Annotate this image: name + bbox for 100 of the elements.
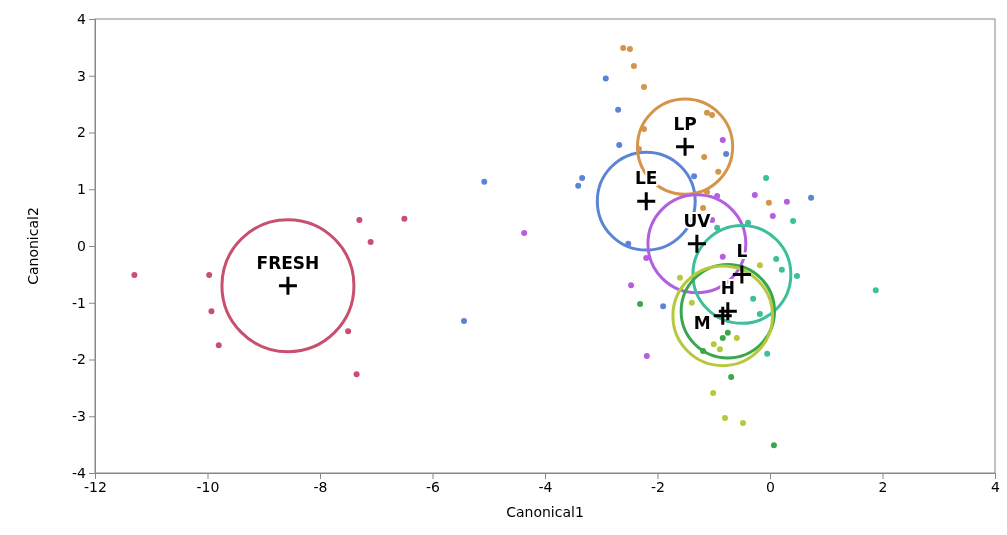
point xyxy=(700,347,707,354)
point xyxy=(756,311,763,318)
x-tick-label: -2 xyxy=(651,478,665,495)
point xyxy=(722,414,728,421)
point xyxy=(620,44,627,51)
point xyxy=(635,190,657,212)
point xyxy=(635,145,642,152)
point xyxy=(641,126,647,133)
y-tick-label: -2 xyxy=(72,351,86,368)
point xyxy=(616,141,623,148)
point xyxy=(401,215,408,222)
point xyxy=(481,178,488,185)
point xyxy=(719,334,726,341)
annotation: H xyxy=(720,278,735,299)
point xyxy=(660,303,667,310)
point xyxy=(714,224,721,231)
point xyxy=(643,353,650,360)
point xyxy=(677,274,683,281)
annotation: LP xyxy=(673,113,697,134)
y-tick-label: 1 xyxy=(77,181,86,198)
point xyxy=(356,216,363,223)
point xyxy=(630,63,637,70)
point xyxy=(701,153,708,160)
y-axis-title: Canonical2 xyxy=(25,207,41,285)
y-tick-label: 4 xyxy=(77,10,87,27)
point xyxy=(790,218,797,225)
point xyxy=(575,182,582,189)
point xyxy=(723,151,730,158)
point xyxy=(353,371,360,378)
point xyxy=(808,194,815,201)
point xyxy=(688,299,695,306)
point xyxy=(745,219,752,226)
point xyxy=(686,233,708,255)
y-tick-label: -1 xyxy=(72,294,86,311)
point xyxy=(716,346,723,353)
x-axis-title: Canonical1 xyxy=(506,504,584,520)
point xyxy=(628,282,635,289)
x-tick-label: -10 xyxy=(196,478,220,495)
point xyxy=(719,136,726,143)
annotation: FRESH xyxy=(256,252,320,273)
point xyxy=(626,46,633,53)
point xyxy=(740,420,746,427)
point xyxy=(674,136,696,158)
point xyxy=(521,229,528,236)
point xyxy=(715,168,722,175)
point xyxy=(208,308,215,315)
point xyxy=(778,266,785,273)
point xyxy=(704,189,710,196)
x-tick-label: 4 xyxy=(991,478,1001,495)
point xyxy=(751,191,758,198)
point xyxy=(764,350,771,357)
point xyxy=(206,271,213,278)
annotation: M xyxy=(693,312,711,333)
point xyxy=(704,109,710,116)
point xyxy=(717,300,739,322)
point xyxy=(367,239,374,246)
point xyxy=(461,317,467,324)
point xyxy=(637,300,644,307)
point xyxy=(615,106,622,113)
point xyxy=(215,342,222,349)
point xyxy=(131,271,138,278)
point xyxy=(719,253,726,260)
point xyxy=(783,198,790,205)
y-tick-label: 3 xyxy=(77,67,86,84)
point xyxy=(769,212,776,219)
point xyxy=(794,273,800,280)
point xyxy=(724,329,731,336)
point xyxy=(579,174,586,181)
point xyxy=(712,305,734,327)
x-tick-label: -8 xyxy=(313,478,328,495)
x-tick-label: -6 xyxy=(426,478,441,495)
y-tick-label: 2 xyxy=(77,124,86,141)
x-tick-label: 2 xyxy=(878,478,888,495)
point xyxy=(872,287,879,294)
x-tick-label: 0 xyxy=(766,478,775,495)
point xyxy=(625,240,632,247)
point xyxy=(710,341,717,348)
point xyxy=(714,193,721,200)
point xyxy=(710,389,717,396)
point xyxy=(728,374,735,381)
y-tick-label: -4 xyxy=(72,464,87,481)
y-tick-label: -3 xyxy=(72,408,86,425)
x-tick-label: -4 xyxy=(538,478,553,495)
point xyxy=(602,75,609,82)
x-tick-label: -12 xyxy=(84,478,107,495)
point xyxy=(733,334,740,341)
point xyxy=(773,256,780,263)
point xyxy=(750,295,757,302)
point xyxy=(700,204,707,211)
point xyxy=(643,254,650,261)
point xyxy=(709,111,716,118)
point xyxy=(770,442,777,449)
y-tick-label: 0 xyxy=(77,237,86,254)
point xyxy=(756,262,763,269)
point xyxy=(765,199,772,206)
point xyxy=(763,174,770,181)
point xyxy=(691,173,698,180)
point xyxy=(277,275,299,297)
point xyxy=(641,84,647,91)
point xyxy=(345,328,352,335)
